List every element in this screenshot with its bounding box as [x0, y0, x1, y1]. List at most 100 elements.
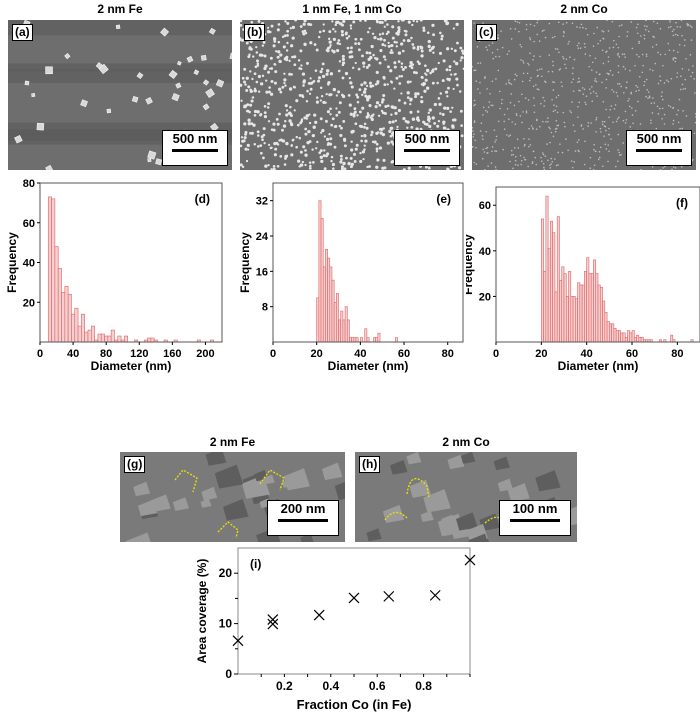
- histogram-bar: [636, 334, 640, 343]
- particle: [556, 48, 559, 50]
- histogram-bar: [340, 310, 344, 343]
- particle: [515, 155, 517, 158]
- particle: [652, 69, 654, 72]
- particle: [438, 102, 442, 106]
- particle: [495, 55, 497, 58]
- particle: [640, 169, 642, 170]
- panel-label: (f): [676, 196, 688, 210]
- panel-label: (e): [436, 192, 451, 206]
- particle: [508, 135, 510, 137]
- particle: [171, 93, 180, 102]
- particle: [384, 58, 387, 61]
- particle: [518, 21, 521, 24]
- particle: [611, 88, 613, 91]
- particle: [387, 41, 390, 45]
- particle: [542, 96, 545, 99]
- histogram-bar: [584, 271, 587, 343]
- particle: [451, 125, 455, 129]
- particle: [338, 124, 342, 128]
- particle: [361, 106, 365, 110]
- particle: [400, 62, 404, 65]
- particle: [525, 111, 528, 114]
- particle: [285, 58, 289, 62]
- particle: [607, 56, 610, 58]
- particle: [498, 90, 501, 93]
- particle: [366, 113, 370, 117]
- histogram-bar: [627, 330, 631, 343]
- particle: [244, 130, 248, 134]
- particle: [593, 143, 595, 146]
- particle: [490, 104, 492, 107]
- particle: [381, 111, 385, 115]
- data-point: [313, 609, 325, 621]
- particle: [364, 20, 367, 22]
- particle: [262, 156, 265, 160]
- particle: [594, 80, 596, 82]
- particle: [363, 134, 367, 138]
- particle: [366, 112, 370, 115]
- particle: [473, 121, 476, 124]
- particle: [367, 57, 371, 62]
- particle: [595, 130, 597, 133]
- particle: [272, 167, 276, 170]
- y-axis-label: Frequency: [5, 232, 19, 293]
- particle: [439, 112, 442, 115]
- particle: [422, 26, 426, 30]
- particle: [687, 69, 690, 71]
- particle: [345, 156, 348, 160]
- histogram-bar: [579, 284, 583, 343]
- particle: [594, 77, 597, 80]
- particle: [333, 125, 337, 129]
- particle: [281, 35, 285, 39]
- particle: [525, 110, 528, 112]
- particle: [671, 168, 673, 170]
- particle: [543, 168, 546, 170]
- particle: [495, 150, 498, 152]
- facet: [390, 459, 408, 475]
- particle: [340, 29, 344, 34]
- particle: [286, 29, 290, 33]
- particle: [433, 121, 437, 125]
- particle: [321, 128, 325, 133]
- particle: [613, 39, 615, 42]
- particle: [267, 143, 271, 147]
- x-tick-label: 80: [442, 348, 454, 360]
- particle: [297, 159, 301, 163]
- particle: [482, 22, 484, 24]
- histogram-bar: [577, 282, 581, 343]
- particle: [337, 39, 341, 42]
- particle: [379, 49, 383, 53]
- particle: [64, 52, 71, 60]
- particle: [645, 20, 647, 22]
- histogram-bar: [124, 335, 128, 343]
- facet: [409, 479, 432, 498]
- plot-frame: [495, 186, 700, 343]
- scale-bar: 200 nm: [267, 500, 339, 536]
- particle: [341, 76, 345, 80]
- particle: [155, 158, 163, 166]
- particle: [626, 35, 628, 38]
- particle: [446, 95, 449, 98]
- particle: [524, 143, 526, 146]
- particle: [543, 166, 545, 169]
- particle: [515, 113, 518, 115]
- particle: [553, 81, 556, 84]
- histogram-bar: [61, 292, 66, 343]
- particle: [205, 88, 215, 99]
- particle: [562, 57, 565, 60]
- particle: [274, 147, 278, 151]
- particle: [480, 122, 483, 124]
- particle: [301, 72, 306, 76]
- particle: [330, 155, 334, 159]
- particle: [362, 158, 365, 161]
- particle: [543, 105, 545, 107]
- particle: [414, 95, 418, 99]
- particle: [565, 138, 567, 140]
- particle: [655, 43, 658, 46]
- particle: [636, 32, 639, 35]
- facet: [214, 464, 244, 489]
- particle: [494, 166, 497, 168]
- particle: [530, 125, 533, 127]
- particle: [540, 160, 543, 163]
